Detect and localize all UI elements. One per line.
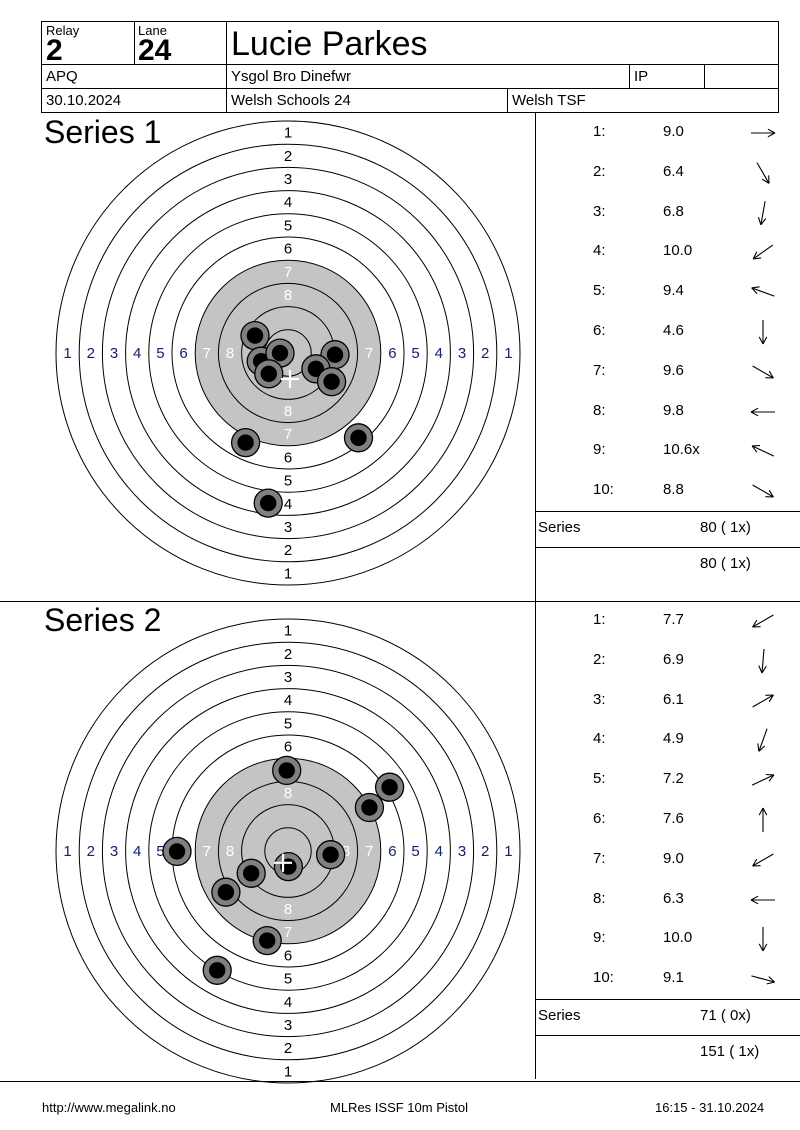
- svg-text:5: 5: [284, 971, 292, 988]
- svg-text:1: 1: [284, 1063, 292, 1080]
- svg-text:8: 8: [284, 901, 292, 918]
- svg-text:1: 1: [284, 125, 292, 142]
- svg-text:8: 8: [284, 287, 292, 304]
- svg-text:1: 1: [284, 623, 292, 640]
- svg-text:6: 6: [284, 947, 292, 964]
- svg-text:4: 4: [133, 345, 141, 362]
- svg-text:6: 6: [284, 739, 292, 756]
- svg-text:6: 6: [388, 345, 396, 362]
- svg-text:3: 3: [284, 171, 292, 188]
- svg-text:1: 1: [63, 345, 71, 362]
- svg-text:6: 6: [388, 843, 396, 860]
- svg-text:4: 4: [284, 994, 292, 1011]
- svg-text:2: 2: [284, 148, 292, 165]
- svg-text:7: 7: [365, 843, 373, 860]
- svg-text:3: 3: [458, 843, 466, 860]
- svg-text:7: 7: [284, 924, 292, 941]
- svg-text:7: 7: [284, 426, 292, 443]
- svg-text:6: 6: [284, 241, 292, 258]
- svg-text:5: 5: [156, 843, 164, 860]
- svg-text:4: 4: [435, 843, 443, 860]
- svg-text:5: 5: [411, 843, 419, 860]
- svg-text:4: 4: [284, 496, 292, 513]
- svg-text:2: 2: [87, 345, 95, 362]
- svg-text:6: 6: [179, 843, 187, 860]
- svg-text:4: 4: [133, 843, 141, 860]
- svg-text:8: 8: [284, 403, 292, 420]
- svg-text:4: 4: [284, 692, 292, 709]
- svg-text:8: 8: [226, 843, 234, 860]
- svg-text:8: 8: [342, 843, 350, 860]
- svg-text:5: 5: [156, 345, 164, 362]
- svg-text:5: 5: [284, 473, 292, 490]
- svg-text:4: 4: [435, 345, 443, 362]
- svg-text:3: 3: [110, 843, 118, 860]
- svg-text:4: 4: [284, 194, 292, 211]
- svg-text:5: 5: [284, 715, 292, 732]
- svg-text:2: 2: [87, 843, 95, 860]
- svg-text:2: 2: [284, 1040, 292, 1057]
- svg-text:2: 2: [284, 646, 292, 663]
- svg-text:7: 7: [203, 843, 211, 860]
- svg-text:3: 3: [110, 345, 118, 362]
- svg-text:3: 3: [284, 1017, 292, 1034]
- svg-text:7: 7: [284, 762, 292, 779]
- svg-text:1: 1: [504, 843, 512, 860]
- svg-text:7: 7: [203, 345, 211, 362]
- svg-text:8: 8: [284, 785, 292, 802]
- svg-text:2: 2: [481, 345, 489, 362]
- svg-text:1: 1: [504, 345, 512, 362]
- svg-text:6: 6: [179, 345, 187, 362]
- svg-text:8: 8: [226, 345, 234, 362]
- svg-text:2: 2: [481, 843, 489, 860]
- svg-text:5: 5: [284, 217, 292, 234]
- svg-text:3: 3: [458, 345, 466, 362]
- svg-text:7: 7: [284, 264, 292, 281]
- svg-text:3: 3: [284, 519, 292, 536]
- svg-text:5: 5: [411, 345, 419, 362]
- svg-text:1: 1: [63, 843, 71, 860]
- svg-text:2: 2: [284, 542, 292, 559]
- svg-text:6: 6: [284, 449, 292, 466]
- svg-text:3: 3: [284, 669, 292, 686]
- svg-text:1: 1: [284, 565, 292, 582]
- svg-text:8: 8: [342, 345, 350, 362]
- svg-text:7: 7: [365, 345, 373, 362]
